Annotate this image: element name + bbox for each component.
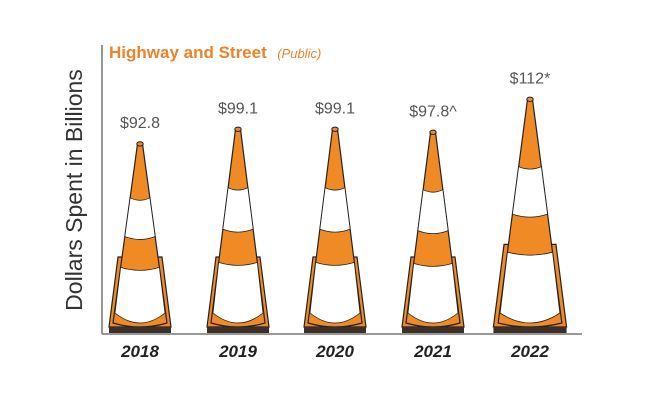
cone-2020 [303,126,367,333]
cone-stripe-upper [511,166,549,218]
cone-2019 [206,126,270,333]
chart-title: Highway and Street (Public) [109,43,321,62]
chart-subtitle: (Public) [277,46,321,61]
cone-2022 [492,96,568,333]
cone-tip [331,126,339,132]
data-label: $92.8 [120,115,160,132]
data-label: $97.8^ [409,103,457,120]
x-tick-label: 2022 [510,342,549,361]
cone-stripe-upper [124,197,156,240]
x-tick-label: 2021 [413,342,452,361]
data-label: $99.1 [315,100,355,117]
data-label: $112* [510,70,551,87]
cone-stripe-upper [222,186,254,233]
cone-tip [136,141,144,147]
cone-tip [429,129,437,135]
chart-marks: $92.8 2018 $99.1 2019 $99.1 2020 $97.8^ 2021 $11… [108,70,568,361]
cone-stripe-lower [309,261,361,324]
cone-base-plate [109,327,171,333]
cone-stripe-lower [407,262,459,324]
cone-tip [234,126,242,132]
cone-stripe-lower [114,266,166,324]
cone-base-plate [304,327,366,333]
cone-2018 [108,141,172,333]
chart-title-main: Highway and Street [109,43,267,62]
cone-tip [526,96,534,103]
data-label: $99.1 [218,100,258,117]
cone-stripe-lower [499,251,561,324]
x-tick-label: 2018 [120,342,159,361]
cone-stripe-upper [319,186,351,233]
cone-base-plate [493,327,567,333]
cone-base-plate [207,327,269,333]
x-tick-label: 2019 [218,342,257,361]
x-tick-label: 2020 [315,342,354,361]
chart-axes [101,45,582,335]
y-axis-label: Dollars Spent in Billions [61,69,87,311]
cone-stripe-lower [212,261,264,324]
cone-stripe-upper [417,189,449,235]
cone-2021 [401,129,465,333]
cone-base-plate [402,327,464,333]
